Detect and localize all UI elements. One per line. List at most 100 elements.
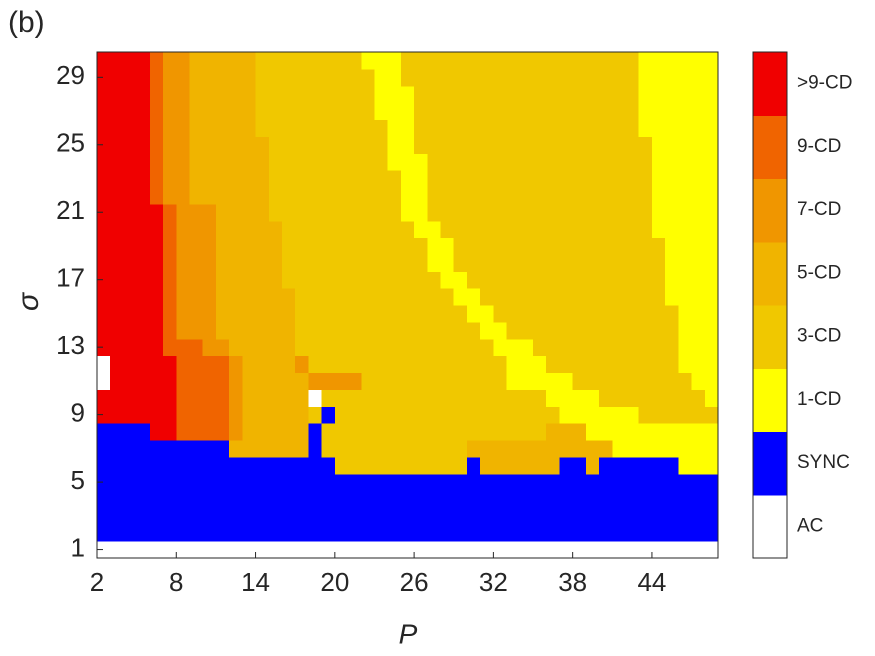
heatmap-cell — [585, 355, 600, 374]
heatmap-cell — [506, 288, 521, 306]
heatmap-cell — [176, 423, 191, 441]
heatmap-cell — [308, 490, 323, 508]
heatmap-cell — [651, 423, 666, 441]
heatmap-cell — [163, 473, 177, 492]
heatmap-cell — [189, 68, 204, 87]
heatmap-cell — [678, 321, 693, 340]
heatmap-cell — [308, 406, 323, 424]
heatmap-cell — [466, 220, 481, 239]
heatmap-cell — [599, 372, 613, 390]
heatmap-cell — [189, 288, 204, 306]
heatmap-cell — [585, 305, 600, 323]
heatmap-cell — [691, 102, 706, 121]
heatmap-cell — [585, 271, 600, 289]
heatmap-cell — [651, 136, 666, 154]
heatmap-cell — [242, 541, 257, 559]
heatmap-cell — [678, 153, 693, 171]
heatmap-cell — [176, 406, 191, 424]
heatmap-cell — [136, 439, 151, 458]
heatmap-cell — [136, 52, 151, 70]
heatmap-cell — [308, 439, 323, 458]
heatmap-cell — [348, 68, 362, 87]
heatmap-cell — [625, 423, 640, 441]
heatmap-cell — [546, 372, 561, 390]
heatmap-cell — [400, 507, 415, 525]
heatmap-cell — [691, 406, 706, 424]
heatmap-cell — [651, 321, 666, 340]
heatmap-cell — [480, 541, 494, 559]
heatmap-cell — [374, 321, 389, 340]
heatmap-cell — [268, 102, 283, 121]
heatmap-cell — [189, 338, 204, 357]
heatmap-cell — [321, 355, 336, 374]
heatmap-cell — [691, 372, 706, 390]
heatmap-cell — [533, 203, 547, 222]
heatmap-cell — [533, 524, 547, 542]
heatmap-cell — [427, 119, 442, 137]
heatmap-cell — [215, 372, 230, 390]
heatmap-cell — [506, 423, 521, 441]
heatmap-cell — [149, 271, 164, 289]
colorbar-swatch — [753, 368, 787, 432]
heatmap-cell — [136, 237, 151, 255]
heatmap-cell — [533, 473, 547, 492]
heatmap-cell — [400, 119, 415, 137]
heatmap-cell — [466, 355, 481, 374]
heatmap-cell — [149, 507, 164, 525]
heatmap-cell — [242, 136, 257, 154]
heatmap-cell — [414, 102, 428, 121]
heatmap-cell — [110, 507, 125, 525]
heatmap-cell — [361, 305, 376, 323]
heatmap-cell — [387, 288, 402, 306]
heatmap-cell — [400, 305, 415, 323]
heatmap-cell — [123, 406, 138, 424]
heatmap-cell — [678, 490, 693, 508]
heatmap-cell — [334, 186, 349, 205]
heatmap-cell — [163, 490, 177, 508]
colorbar-label: 9-CD — [797, 136, 841, 157]
heatmap-cell — [466, 524, 481, 542]
heatmap-cell — [268, 473, 283, 492]
heatmap-cell — [559, 507, 574, 525]
heatmap-cell — [533, 288, 547, 306]
heatmap-cell — [440, 288, 455, 306]
heatmap-cell — [704, 439, 719, 458]
heatmap-cell — [202, 541, 217, 559]
heatmap-cell — [123, 490, 138, 508]
heatmap-cell — [229, 541, 243, 559]
heatmap-cell — [638, 136, 653, 154]
heatmap-cell — [691, 68, 706, 87]
heatmap-cell — [348, 305, 362, 323]
heatmap-cell — [678, 119, 693, 137]
heatmap-cell — [612, 153, 627, 171]
heatmap-cell — [665, 355, 679, 374]
heatmap-cell — [519, 355, 534, 374]
heatmap-cell — [612, 288, 627, 306]
y-tick-label: 29 — [56, 60, 85, 90]
heatmap-cell — [123, 153, 138, 171]
heatmap-cell — [691, 203, 706, 222]
heatmap-cell — [123, 372, 138, 390]
heatmap-cell — [361, 271, 376, 289]
heatmap-cell — [163, 372, 177, 390]
heatmap-cell — [387, 541, 402, 559]
heatmap-cell — [242, 237, 257, 255]
heatmap-cell — [651, 406, 666, 424]
heatmap-cell — [136, 524, 151, 542]
heatmap-cell — [215, 136, 230, 154]
heatmap-cell — [651, 153, 666, 171]
heatmap-cell — [374, 423, 389, 441]
heatmap-cell — [546, 389, 561, 407]
heatmap-cell — [585, 119, 600, 137]
heatmap-cell — [149, 305, 164, 323]
heatmap-cell — [374, 271, 389, 289]
heatmap-cell — [110, 372, 125, 390]
heatmap-cell — [295, 271, 310, 289]
heatmap-cell — [123, 389, 138, 407]
heatmap-cell — [704, 102, 719, 121]
heatmap-cell — [295, 321, 310, 340]
heatmap-cell — [387, 237, 402, 255]
heatmap-cell — [202, 423, 217, 441]
heatmap-cell — [123, 473, 138, 492]
heatmap-cell — [585, 473, 600, 492]
